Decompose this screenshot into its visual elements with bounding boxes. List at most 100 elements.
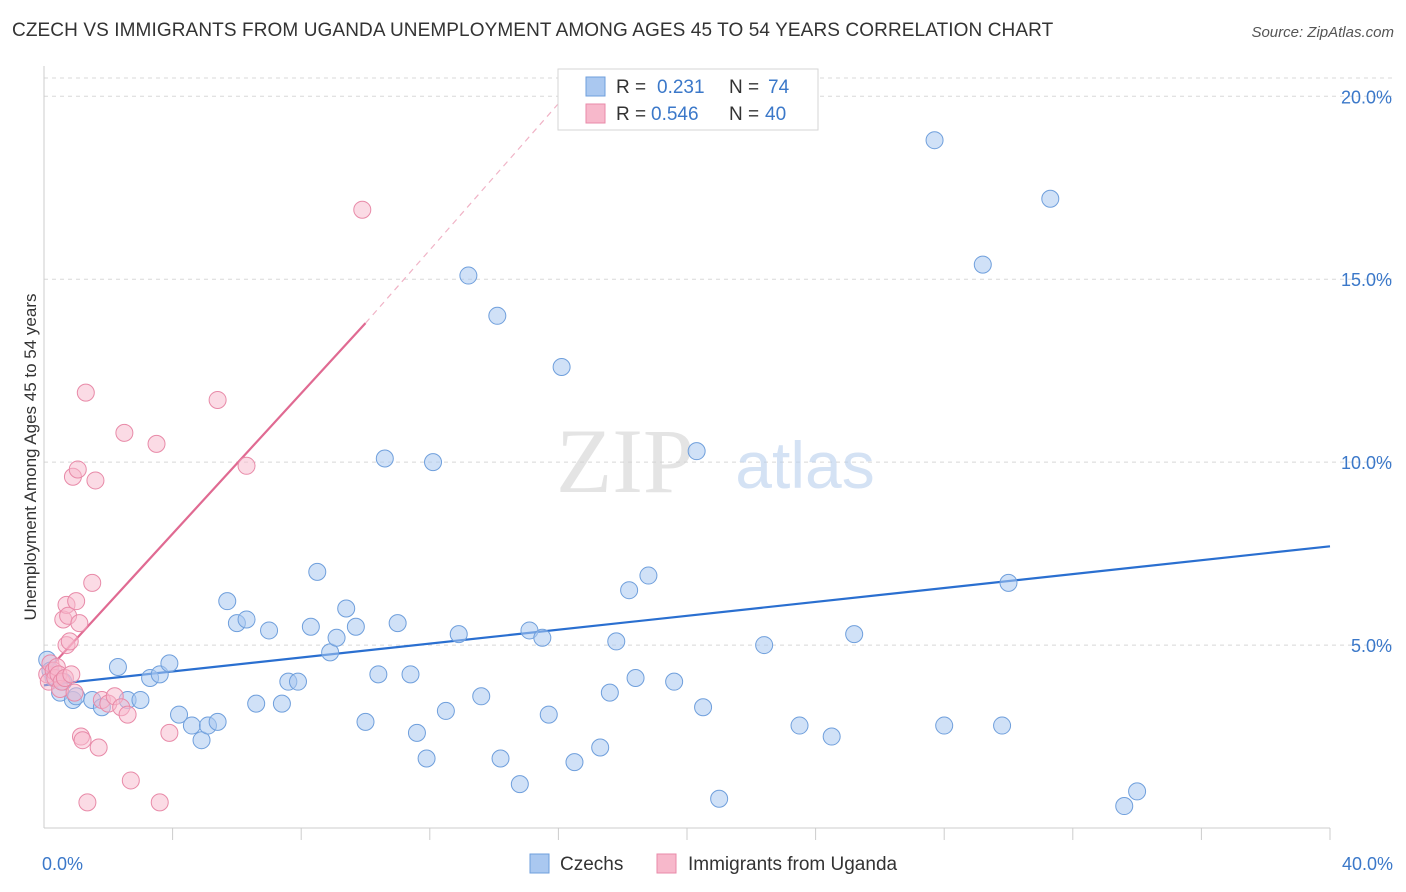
point-czechs <box>488 306 507 325</box>
axis-layer: 5.0% 10.0% 15.0% 20.0% 0.0% 40.0% <box>42 66 1393 874</box>
point-uganda <box>70 614 89 633</box>
source-label: Source: ZipAtlas.com <box>1251 24 1394 41</box>
point-czechs <box>973 255 992 274</box>
point-czechs <box>565 753 584 772</box>
trend-line-uganda-extension <box>365 95 566 324</box>
point-czechs <box>170 705 189 724</box>
point-uganda <box>115 423 134 442</box>
stats-swatch-czechs <box>585 76 606 97</box>
point-czechs <box>591 738 610 757</box>
point-czechs <box>687 442 706 461</box>
point-czechs <box>208 712 227 731</box>
point-uganda <box>89 738 108 757</box>
point-czechs <box>552 358 571 377</box>
stats-n-value-czechs: 74 <box>768 77 790 98</box>
point-uganda <box>62 665 81 684</box>
point-uganda <box>76 383 95 402</box>
legend: Czechs Immigrants from Uganda <box>529 853 898 875</box>
point-czechs <box>247 694 266 713</box>
point-uganda <box>208 390 227 409</box>
y-tick-label: 15.0% <box>1341 270 1392 290</box>
point-czechs <box>388 614 407 633</box>
point-uganda <box>150 793 169 812</box>
point-czechs <box>665 672 684 691</box>
point-czechs <box>620 581 639 600</box>
point-czechs <box>539 705 558 724</box>
point-czechs <box>337 599 356 618</box>
point-czechs <box>1115 797 1134 816</box>
trend-line-czechs <box>43 545 1331 687</box>
legend-swatch-czechs <box>529 853 550 874</box>
stats-r-value-czechs: 0.231 <box>657 77 705 98</box>
point-czechs <box>600 683 619 702</box>
points-layer <box>38 131 1147 816</box>
point-uganda <box>73 731 92 750</box>
point-czechs <box>1128 782 1147 801</box>
point-czechs <box>375 449 394 468</box>
point-uganda <box>83 573 102 592</box>
watermark-atlas: atlas <box>735 428 874 502</box>
point-czechs <box>533 628 552 647</box>
point-czechs <box>472 687 491 706</box>
point-uganda <box>121 771 140 790</box>
stats-r-label-uganda: R = <box>616 104 646 125</box>
point-czechs <box>845 625 864 644</box>
point-uganda <box>60 632 79 651</box>
point-uganda <box>78 793 97 812</box>
point-czechs <box>131 690 150 709</box>
point-czechs <box>935 716 954 735</box>
point-czechs <box>218 592 237 611</box>
point-czechs <box>182 716 201 735</box>
point-czechs <box>436 701 455 720</box>
legend-label-uganda: Immigrants from Uganda <box>688 854 898 875</box>
point-uganda <box>147 434 166 453</box>
stats-swatch-uganda <box>585 103 606 124</box>
point-czechs <box>607 632 626 651</box>
point-czechs <box>925 131 944 150</box>
point-uganda <box>353 200 372 219</box>
point-uganda <box>237 456 256 475</box>
watermark: ZIP atlas <box>556 410 875 512</box>
point-uganda <box>68 460 87 479</box>
grid-layer <box>44 77 1392 646</box>
point-czechs <box>491 749 510 768</box>
point-czechs <box>308 562 327 581</box>
y-tick-label: 20.0% <box>1341 87 1392 107</box>
point-czechs <box>369 665 388 684</box>
stats-n-value-uganda: 40 <box>765 104 786 125</box>
y-tick-label: 10.0% <box>1341 453 1392 473</box>
point-czechs <box>407 723 426 742</box>
y-axis-label: Unemployment Among Ages 45 to 54 years <box>21 294 40 621</box>
trend-line-uganda <box>46 322 367 672</box>
legend-label-czechs: Czechs <box>560 854 623 875</box>
point-uganda <box>86 471 105 490</box>
stats-n-label-czechs: N = <box>729 77 759 98</box>
point-czechs <box>108 658 127 677</box>
point-uganda <box>67 592 86 611</box>
y-tick-label: 5.0% <box>1351 636 1392 656</box>
point-czechs <box>999 573 1018 592</box>
point-czechs <box>993 716 1012 735</box>
point-czechs <box>260 621 279 640</box>
point-czechs <box>822 727 841 746</box>
point-czechs <box>626 669 645 687</box>
point-czechs <box>401 665 420 684</box>
point-uganda <box>118 705 137 724</box>
point-czechs <box>160 654 179 673</box>
point-czechs <box>288 672 307 691</box>
x-tick-label: 0.0% <box>42 854 83 874</box>
point-czechs <box>356 712 375 731</box>
x-tick-label: 40.0% <box>1342 854 1393 874</box>
point-czechs <box>459 266 478 285</box>
point-czechs <box>237 610 256 629</box>
chart-title: CZECH VS IMMIGRANTS FROM UGANDA UNEMPLOY… <box>12 20 1054 41</box>
point-czechs <box>710 789 729 808</box>
stats-box: R = 0.231 N = 74 R = 0.546 N = 40 <box>557 68 819 131</box>
point-czechs <box>510 775 529 794</box>
point-czechs <box>639 566 658 585</box>
trend-layer <box>43 95 1331 687</box>
point-czechs <box>301 617 320 636</box>
point-czechs <box>790 716 809 735</box>
point-czechs <box>755 636 774 655</box>
point-czechs <box>327 628 346 647</box>
